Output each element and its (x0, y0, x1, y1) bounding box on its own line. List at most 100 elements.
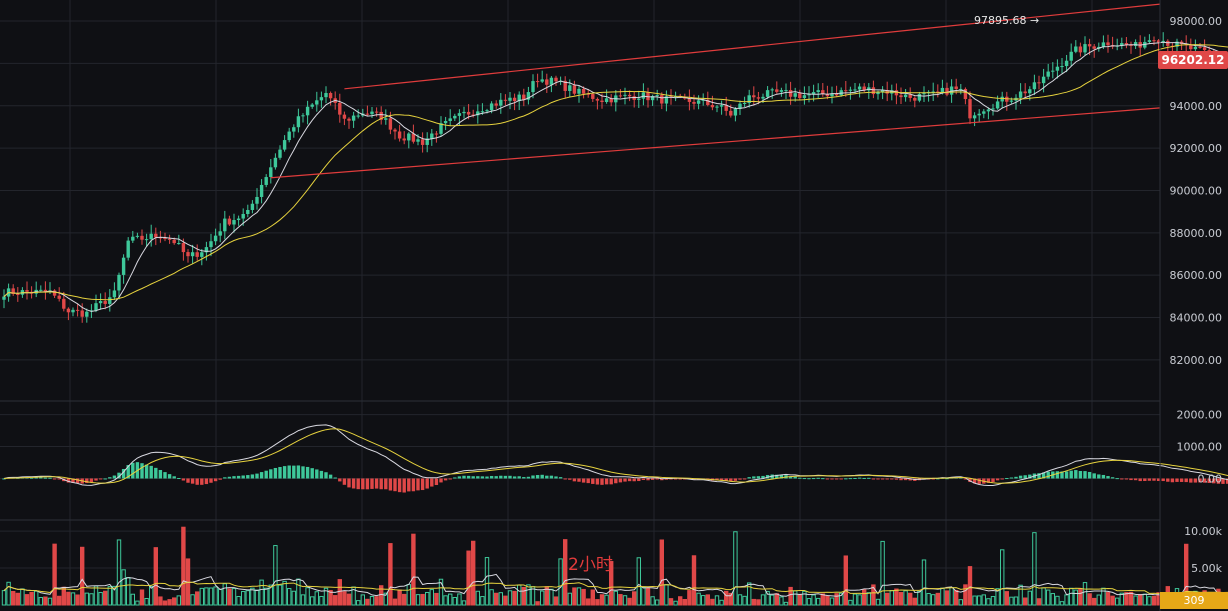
candle-body (471, 114, 475, 116)
candle-body (545, 79, 549, 85)
candle-body (11, 288, 15, 294)
candle-body (499, 99, 503, 106)
macd-histogram-bar (453, 477, 457, 479)
candle-body (508, 97, 512, 101)
volume-bar (1142, 593, 1147, 606)
volume-bar (1009, 596, 1014, 606)
volume-bar (590, 589, 595, 606)
volume-bar (204, 587, 209, 606)
macd-histogram-bar (1216, 478, 1221, 484)
volume-bar (1096, 594, 1101, 606)
candle-body (595, 98, 600, 101)
candle-body (563, 80, 567, 91)
volume-bar (793, 590, 798, 606)
candle-body (696, 100, 701, 104)
macd-histogram-bar (655, 478, 659, 480)
candle-body (1202, 47, 1207, 51)
volume-bar (866, 592, 871, 606)
candle-body (2, 296, 6, 300)
macd-histogram-bar (733, 478, 738, 481)
candle-body (149, 233, 153, 240)
volume-bar (875, 598, 881, 606)
candle-body (1000, 96, 1004, 102)
volume-bar (1092, 597, 1097, 606)
macd-histogram-bar (614, 478, 618, 484)
volume-bar (645, 587, 651, 606)
candle-body (779, 90, 784, 92)
macd-histogram-bar (1161, 478, 1165, 482)
volume-bar (806, 598, 812, 606)
volume-bar (149, 585, 154, 606)
macd-histogram-bar (825, 478, 830, 480)
volume-bar (908, 592, 913, 606)
price-tick-label: 82000.00 (1170, 354, 1223, 367)
volume-bar (958, 599, 963, 606)
candle-body (163, 238, 167, 240)
macd-histogram-bar (678, 478, 682, 480)
macd-histogram-bar (420, 478, 425, 491)
volume-bar (333, 595, 338, 606)
macd-histogram-bar (204, 478, 209, 485)
volume-bar (199, 587, 205, 606)
volume-bar (701, 595, 706, 606)
volume-bar (277, 584, 283, 606)
macd-histogram-bar (880, 478, 885, 480)
volume-bar (448, 593, 453, 606)
candle-body (692, 101, 696, 104)
macd-histogram-bar (756, 476, 761, 479)
macd-histogram-bar (890, 478, 894, 480)
volume-bar (273, 545, 278, 606)
candle-body (591, 94, 595, 99)
candle-body (917, 94, 922, 101)
candle-body (761, 96, 765, 99)
candle-body (733, 108, 738, 116)
candle-body (862, 86, 866, 91)
candle-body (788, 90, 793, 97)
macd-histogram-bar (273, 467, 278, 479)
volume-bar (1082, 582, 1088, 606)
volume-bar (342, 591, 347, 606)
macd-histogram-bar (103, 478, 107, 480)
candle-body (581, 88, 586, 94)
candle-body (310, 104, 314, 107)
last-price-value: 96202.12 (1161, 53, 1224, 67)
candle-body (131, 236, 135, 241)
candle-body (1083, 44, 1087, 53)
volume-bar (337, 579, 343, 606)
candle-body (834, 93, 839, 96)
candle-body (273, 157, 278, 168)
candle-body (1074, 46, 1078, 52)
candle-body (213, 235, 218, 242)
volume-bar (848, 599, 853, 606)
macd-histogram-bar (1097, 474, 1101, 479)
volume-bar (852, 593, 858, 606)
volume-bar (1064, 594, 1069, 606)
volume-bar (655, 599, 660, 606)
candle-body (706, 99, 710, 105)
candle-body (75, 309, 80, 311)
volume-bar (70, 592, 76, 606)
macd-histogram-bar (457, 476, 462, 479)
volume-ma-short-line (3, 573, 1228, 597)
candle-body (80, 310, 84, 317)
macd-histogram-bar (241, 475, 245, 479)
macd-histogram-bar (522, 477, 526, 479)
candle-body (1156, 40, 1161, 43)
volume-bar (392, 598, 398, 606)
volume-bar (1018, 584, 1023, 606)
channel-line-lower (270, 107, 1161, 179)
volume-bar (84, 592, 89, 606)
macd-histogram-bar (604, 478, 609, 485)
volume-bar (765, 590, 770, 606)
macd-histogram-bar (503, 475, 508, 479)
candle-body (416, 139, 420, 142)
macd-histogram-bar (227, 476, 232, 479)
candle-body (1198, 46, 1202, 48)
candle-body (1055, 66, 1060, 71)
volume-bar (563, 539, 568, 606)
macd-histogram-bar (328, 474, 333, 479)
volume-bar (558, 558, 563, 606)
volume-bar (218, 588, 223, 606)
